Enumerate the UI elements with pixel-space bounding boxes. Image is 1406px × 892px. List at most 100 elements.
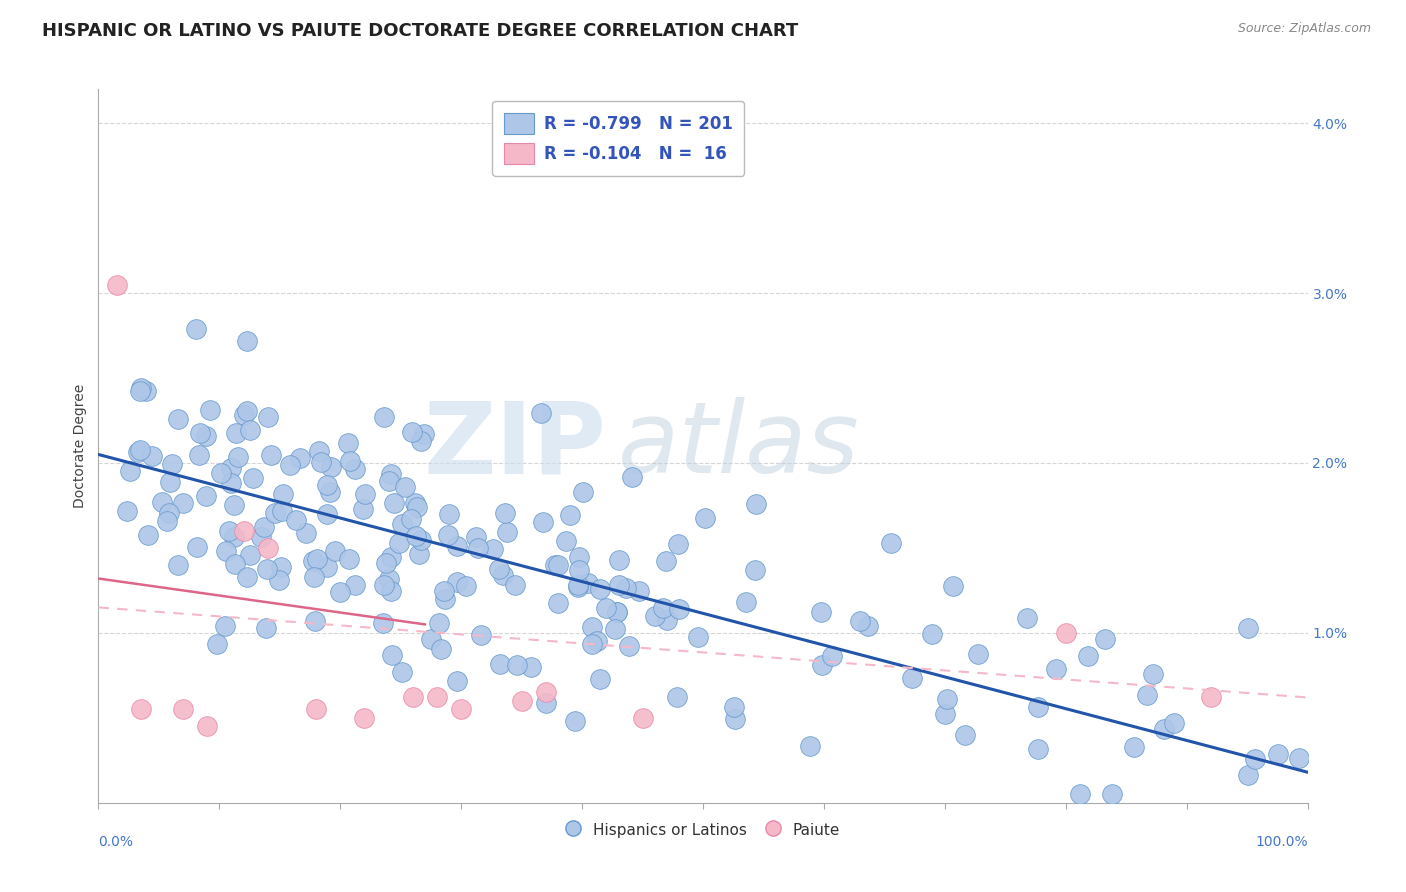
Point <box>235 570 257 584</box>
Point <box>382 496 405 510</box>
Point <box>606 605 628 619</box>
Point <box>319 484 342 499</box>
Point <box>655 613 678 627</box>
Point <box>184 322 207 336</box>
Point <box>1237 767 1260 781</box>
Point <box>434 591 457 606</box>
Point <box>284 513 307 527</box>
Point <box>568 563 591 577</box>
Point <box>567 578 589 592</box>
Point <box>219 476 242 491</box>
Point <box>534 697 557 711</box>
Point <box>195 490 218 504</box>
Point <box>315 477 337 491</box>
Point <box>665 690 688 704</box>
Point <box>519 660 541 674</box>
Point <box>401 425 423 439</box>
Point <box>127 445 149 459</box>
Point <box>688 630 710 644</box>
Point <box>329 584 352 599</box>
Point <box>353 486 375 500</box>
Point <box>402 690 425 705</box>
Point <box>955 728 977 742</box>
Point <box>323 544 346 558</box>
Point <box>195 429 218 443</box>
Point <box>456 579 478 593</box>
Point <box>388 536 411 550</box>
Point <box>547 596 569 610</box>
Text: ZIP: ZIP <box>423 398 606 494</box>
Point <box>534 685 557 699</box>
Point <box>394 480 416 494</box>
Point <box>901 671 924 685</box>
Point <box>849 614 872 628</box>
Point <box>494 507 516 521</box>
Point <box>547 558 569 573</box>
Point <box>267 574 290 588</box>
Point <box>858 619 880 633</box>
Point <box>942 579 965 593</box>
Point <box>120 464 142 478</box>
Point <box>150 494 173 508</box>
Point <box>222 530 245 544</box>
Point <box>239 548 262 562</box>
Point <box>380 584 402 599</box>
Text: HISPANIC OR LATINO VS PAIUTE DOCTORATE DEGREE CORRELATION CHART: HISPANIC OR LATINO VS PAIUTE DOCTORATE D… <box>42 22 799 40</box>
Point <box>1045 662 1067 676</box>
Point <box>619 639 641 653</box>
Point <box>256 541 278 555</box>
Point <box>506 658 529 673</box>
Point <box>1026 742 1049 756</box>
Point <box>936 691 959 706</box>
Point <box>190 425 212 440</box>
Point <box>302 570 325 584</box>
Point <box>470 628 492 642</box>
Point <box>238 423 260 437</box>
Point <box>745 497 768 511</box>
Point <box>482 541 505 556</box>
Point <box>290 451 312 466</box>
Point <box>378 573 401 587</box>
Point <box>724 712 747 726</box>
Point <box>195 719 218 733</box>
Point <box>1101 787 1123 801</box>
Point <box>304 614 326 628</box>
Point <box>488 562 510 576</box>
Point <box>157 507 180 521</box>
Point <box>167 558 190 572</box>
Point <box>315 507 337 521</box>
Point <box>609 578 631 592</box>
Point <box>651 601 673 615</box>
Point <box>585 634 607 648</box>
Point <box>429 641 451 656</box>
Point <box>408 547 430 561</box>
Point <box>446 539 468 553</box>
Text: 0.0%: 0.0% <box>98 835 134 849</box>
Point <box>450 702 472 716</box>
Point <box>226 450 249 465</box>
Point <box>607 553 630 567</box>
Point <box>352 502 374 516</box>
Point <box>380 467 402 481</box>
Point <box>921 626 943 640</box>
Point <box>799 739 821 753</box>
Point <box>250 530 273 544</box>
Point <box>464 530 486 544</box>
Point <box>319 459 342 474</box>
Point <box>209 466 232 480</box>
Point <box>589 672 612 686</box>
Point <box>242 471 264 485</box>
Point <box>1163 715 1185 730</box>
Point <box>105 277 128 292</box>
Point <box>631 711 654 725</box>
Point <box>581 637 603 651</box>
Point <box>273 487 295 501</box>
Point <box>136 528 159 542</box>
Point <box>172 702 194 716</box>
Point <box>1199 690 1222 705</box>
Point <box>160 458 183 472</box>
Legend: Hispanics or Latinos, Paiute: Hispanics or Latinos, Paiute <box>560 814 846 845</box>
Point <box>232 524 254 538</box>
Point <box>1017 611 1039 625</box>
Point <box>256 562 278 576</box>
